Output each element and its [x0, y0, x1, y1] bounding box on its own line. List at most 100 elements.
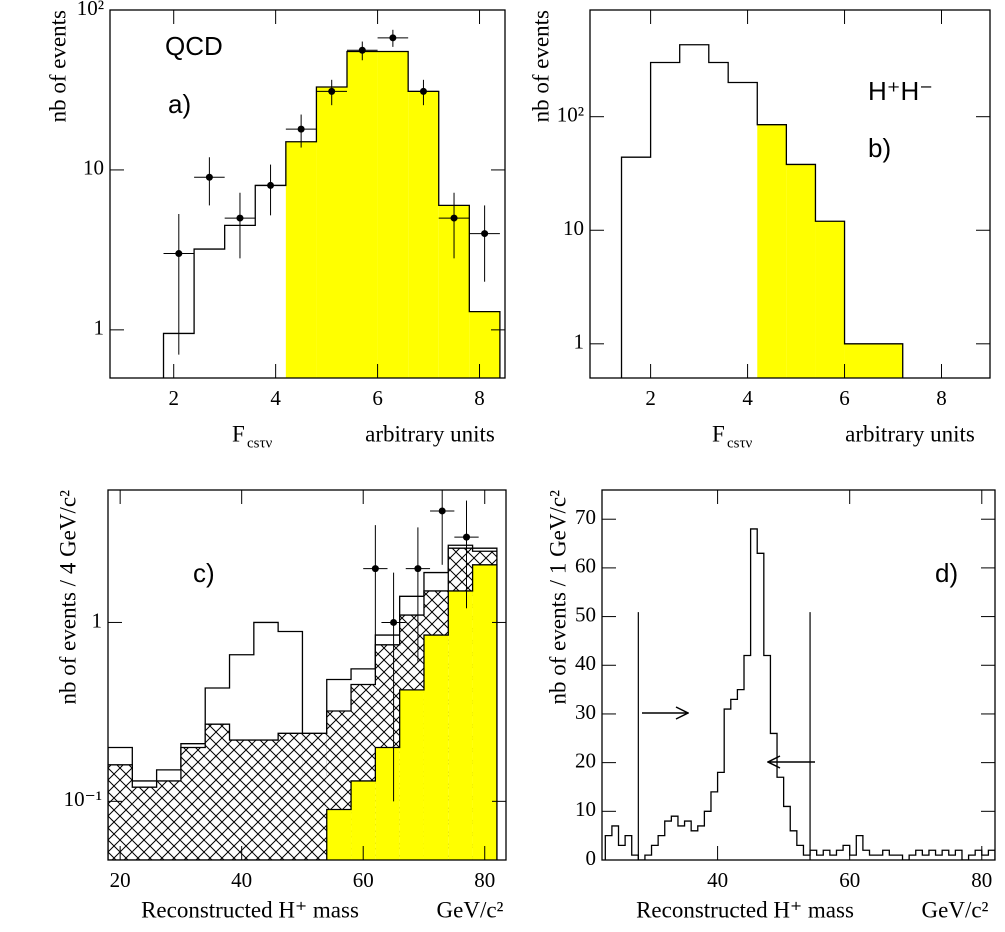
x-tick-label: 2 — [645, 386, 656, 410]
data-point — [390, 618, 398, 626]
bar — [302, 733, 327, 860]
bar — [229, 740, 254, 860]
bar — [942, 850, 949, 860]
y-tick-label: 10 — [563, 216, 584, 240]
bar — [922, 855, 929, 860]
bar — [955, 850, 962, 860]
bar — [658, 836, 665, 860]
bar — [704, 811, 711, 860]
bar — [844, 343, 903, 378]
bar — [472, 564, 497, 860]
y-axis-label: nb of events — [45, 10, 70, 122]
bar — [652, 845, 659, 860]
annotation: b) — [868, 133, 891, 163]
bar — [408, 91, 439, 378]
bar — [969, 855, 976, 860]
bar — [823, 850, 830, 860]
bar — [797, 845, 804, 860]
data-point — [481, 230, 489, 238]
bar — [205, 724, 230, 860]
panel: 1 10 10² 2 4 6 8 nb of events F csτν arbitrary uni… — [45, 0, 506, 451]
bar — [375, 747, 400, 860]
data-point — [175, 250, 183, 258]
x-axis-unit: arbitrary units — [365, 421, 495, 446]
x-axis-unit: arbitrary units — [845, 421, 975, 446]
bar — [810, 850, 817, 860]
bar — [757, 553, 764, 860]
y-tick-label: 1 — [94, 316, 105, 340]
bar — [625, 836, 632, 860]
bar — [817, 855, 824, 860]
bar — [936, 855, 943, 860]
panel: 0 10 20 30 40 50 60 70 40 60 80 nb of events / 1 Ge… — [545, 489, 996, 922]
bar — [975, 850, 982, 860]
y-axis-label: nb of events / 4 GeV/c² — [55, 490, 80, 705]
bar — [665, 821, 672, 860]
bar — [377, 51, 409, 378]
panel: 1 10 10² 2 4 6 8 nb of events F csτν arbitrary uni… — [528, 9, 991, 451]
bar — [870, 855, 877, 860]
histogram-outline — [108, 544, 498, 860]
histogram-outline — [108, 564, 498, 860]
bar — [744, 656, 751, 860]
bar — [728, 83, 757, 378]
x-tick-label: 80 — [971, 868, 992, 892]
bar — [108, 764, 133, 860]
bar — [929, 850, 936, 860]
bar — [815, 221, 845, 378]
histogram-outline — [604, 528, 995, 860]
bar — [830, 855, 837, 860]
data-point — [371, 565, 379, 573]
x-axis-unit: GeV/c² — [437, 897, 504, 922]
annotation: c) — [193, 558, 215, 588]
bar — [711, 792, 718, 860]
annotation: H⁺H⁻ — [868, 76, 933, 106]
bar — [423, 635, 449, 860]
bar — [469, 311, 500, 378]
bar — [731, 699, 738, 860]
y-tick-label: 0 — [586, 846, 597, 870]
y-tick-label: 1 — [574, 330, 585, 354]
plot-area — [620, 44, 904, 378]
plot-area — [604, 528, 995, 860]
x-tick-label: 6 — [839, 386, 850, 410]
bar — [718, 772, 725, 860]
bar — [448, 590, 473, 860]
x-axis-label-sub: csτν — [727, 435, 753, 451]
data-point — [358, 46, 366, 54]
y-axis-label: nb of events / 1 GeV/c² — [545, 490, 570, 705]
annotation: a) — [168, 89, 191, 119]
bar — [619, 845, 626, 860]
y-tick-label: 10⁻¹ — [64, 787, 102, 811]
x-tick-label: 4 — [742, 386, 753, 410]
bar — [786, 164, 816, 378]
y-tick-label: 10 — [575, 797, 596, 821]
bar — [698, 826, 705, 860]
histogram-outline — [620, 44, 904, 378]
bar — [709, 63, 728, 378]
bar — [622, 157, 651, 378]
data-point — [389, 34, 397, 42]
panel: 10⁻¹ 1 20 40 60 80 nb of events / 4 GeV/c² Reco… — [55, 489, 507, 922]
x-axis-label-sub: csτν — [247, 435, 273, 451]
histogram-outline — [108, 547, 498, 860]
bar — [784, 806, 791, 860]
bar — [777, 777, 784, 860]
bar — [645, 855, 652, 860]
data-point — [414, 565, 422, 573]
bar — [896, 855, 903, 860]
bar — [863, 850, 870, 860]
x-tick-label: 20 — [110, 868, 131, 892]
bar — [691, 831, 698, 860]
y-tick-label: 60 — [575, 554, 596, 578]
data-point — [267, 181, 275, 189]
x-tick-label: 6 — [372, 386, 383, 410]
x-tick-label: 2 — [168, 386, 179, 410]
bar — [737, 690, 744, 860]
bar — [399, 689, 424, 860]
bar — [612, 826, 619, 860]
y-tick-label: 70 — [575, 505, 596, 529]
bar — [278, 733, 303, 860]
y-tick-label: 10² — [557, 103, 584, 127]
